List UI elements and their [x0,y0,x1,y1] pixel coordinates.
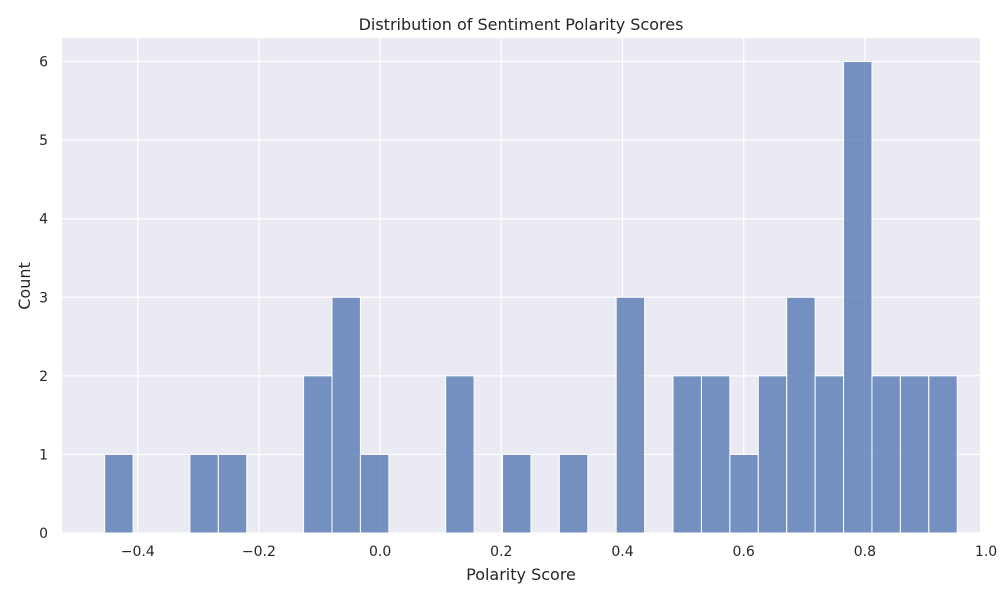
x-axis-title: Polarity Score [466,565,576,584]
y-tick-label: 2 [39,369,48,385]
x-tick-label: 0.6 [733,544,755,560]
histogram-bar [189,453,219,534]
histogram-bar [928,375,958,534]
x-axis-ticks: −0.4 −0.2 0.0 0.2 0.4 0.6 0.8 1.0 [121,544,997,560]
histogram-bar [558,453,589,534]
histogram-bar [672,375,702,534]
y-tick-label: 1 [39,447,48,463]
y-tick-label: 5 [39,133,48,149]
y-tick-label: 6 [39,55,48,71]
histogram-bar [700,375,731,534]
histogram-bar [331,296,361,534]
x-tick-label: 0.0 [369,544,391,560]
x-tick-label: 1.0 [975,544,997,560]
histogram-bar [217,453,248,534]
histogram-bar [445,375,475,534]
x-tick-label: 0.4 [611,544,633,560]
histogram-bar [502,453,532,534]
histogram-bar [814,375,845,534]
histogram-bar [757,375,788,534]
histogram-bar [104,453,134,534]
histogram-bar [786,296,816,534]
y-tick-label: 4 [39,212,48,228]
y-axis-ticks: 0 1 2 3 4 5 6 [39,55,48,542]
histogram-bar [303,375,333,534]
histogram-bar [615,296,646,534]
x-tick-label: −0.4 [121,544,155,560]
histogram-bar [843,61,873,534]
histogram-bar [359,453,390,534]
x-tick-label: 0.2 [490,544,512,560]
histogram-bar [871,375,901,534]
y-tick-label: 0 [39,526,48,542]
histogram-bar [899,375,930,534]
chart-title: Distribution of Sentiment Polarity Score… [359,15,684,34]
histogram-bar [729,453,759,534]
histogram-bars [104,61,958,534]
y-axis-title: Count [15,262,34,310]
x-tick-label: 0.8 [854,544,876,560]
y-tick-label: 3 [39,290,48,306]
x-tick-label: −0.2 [242,544,276,560]
